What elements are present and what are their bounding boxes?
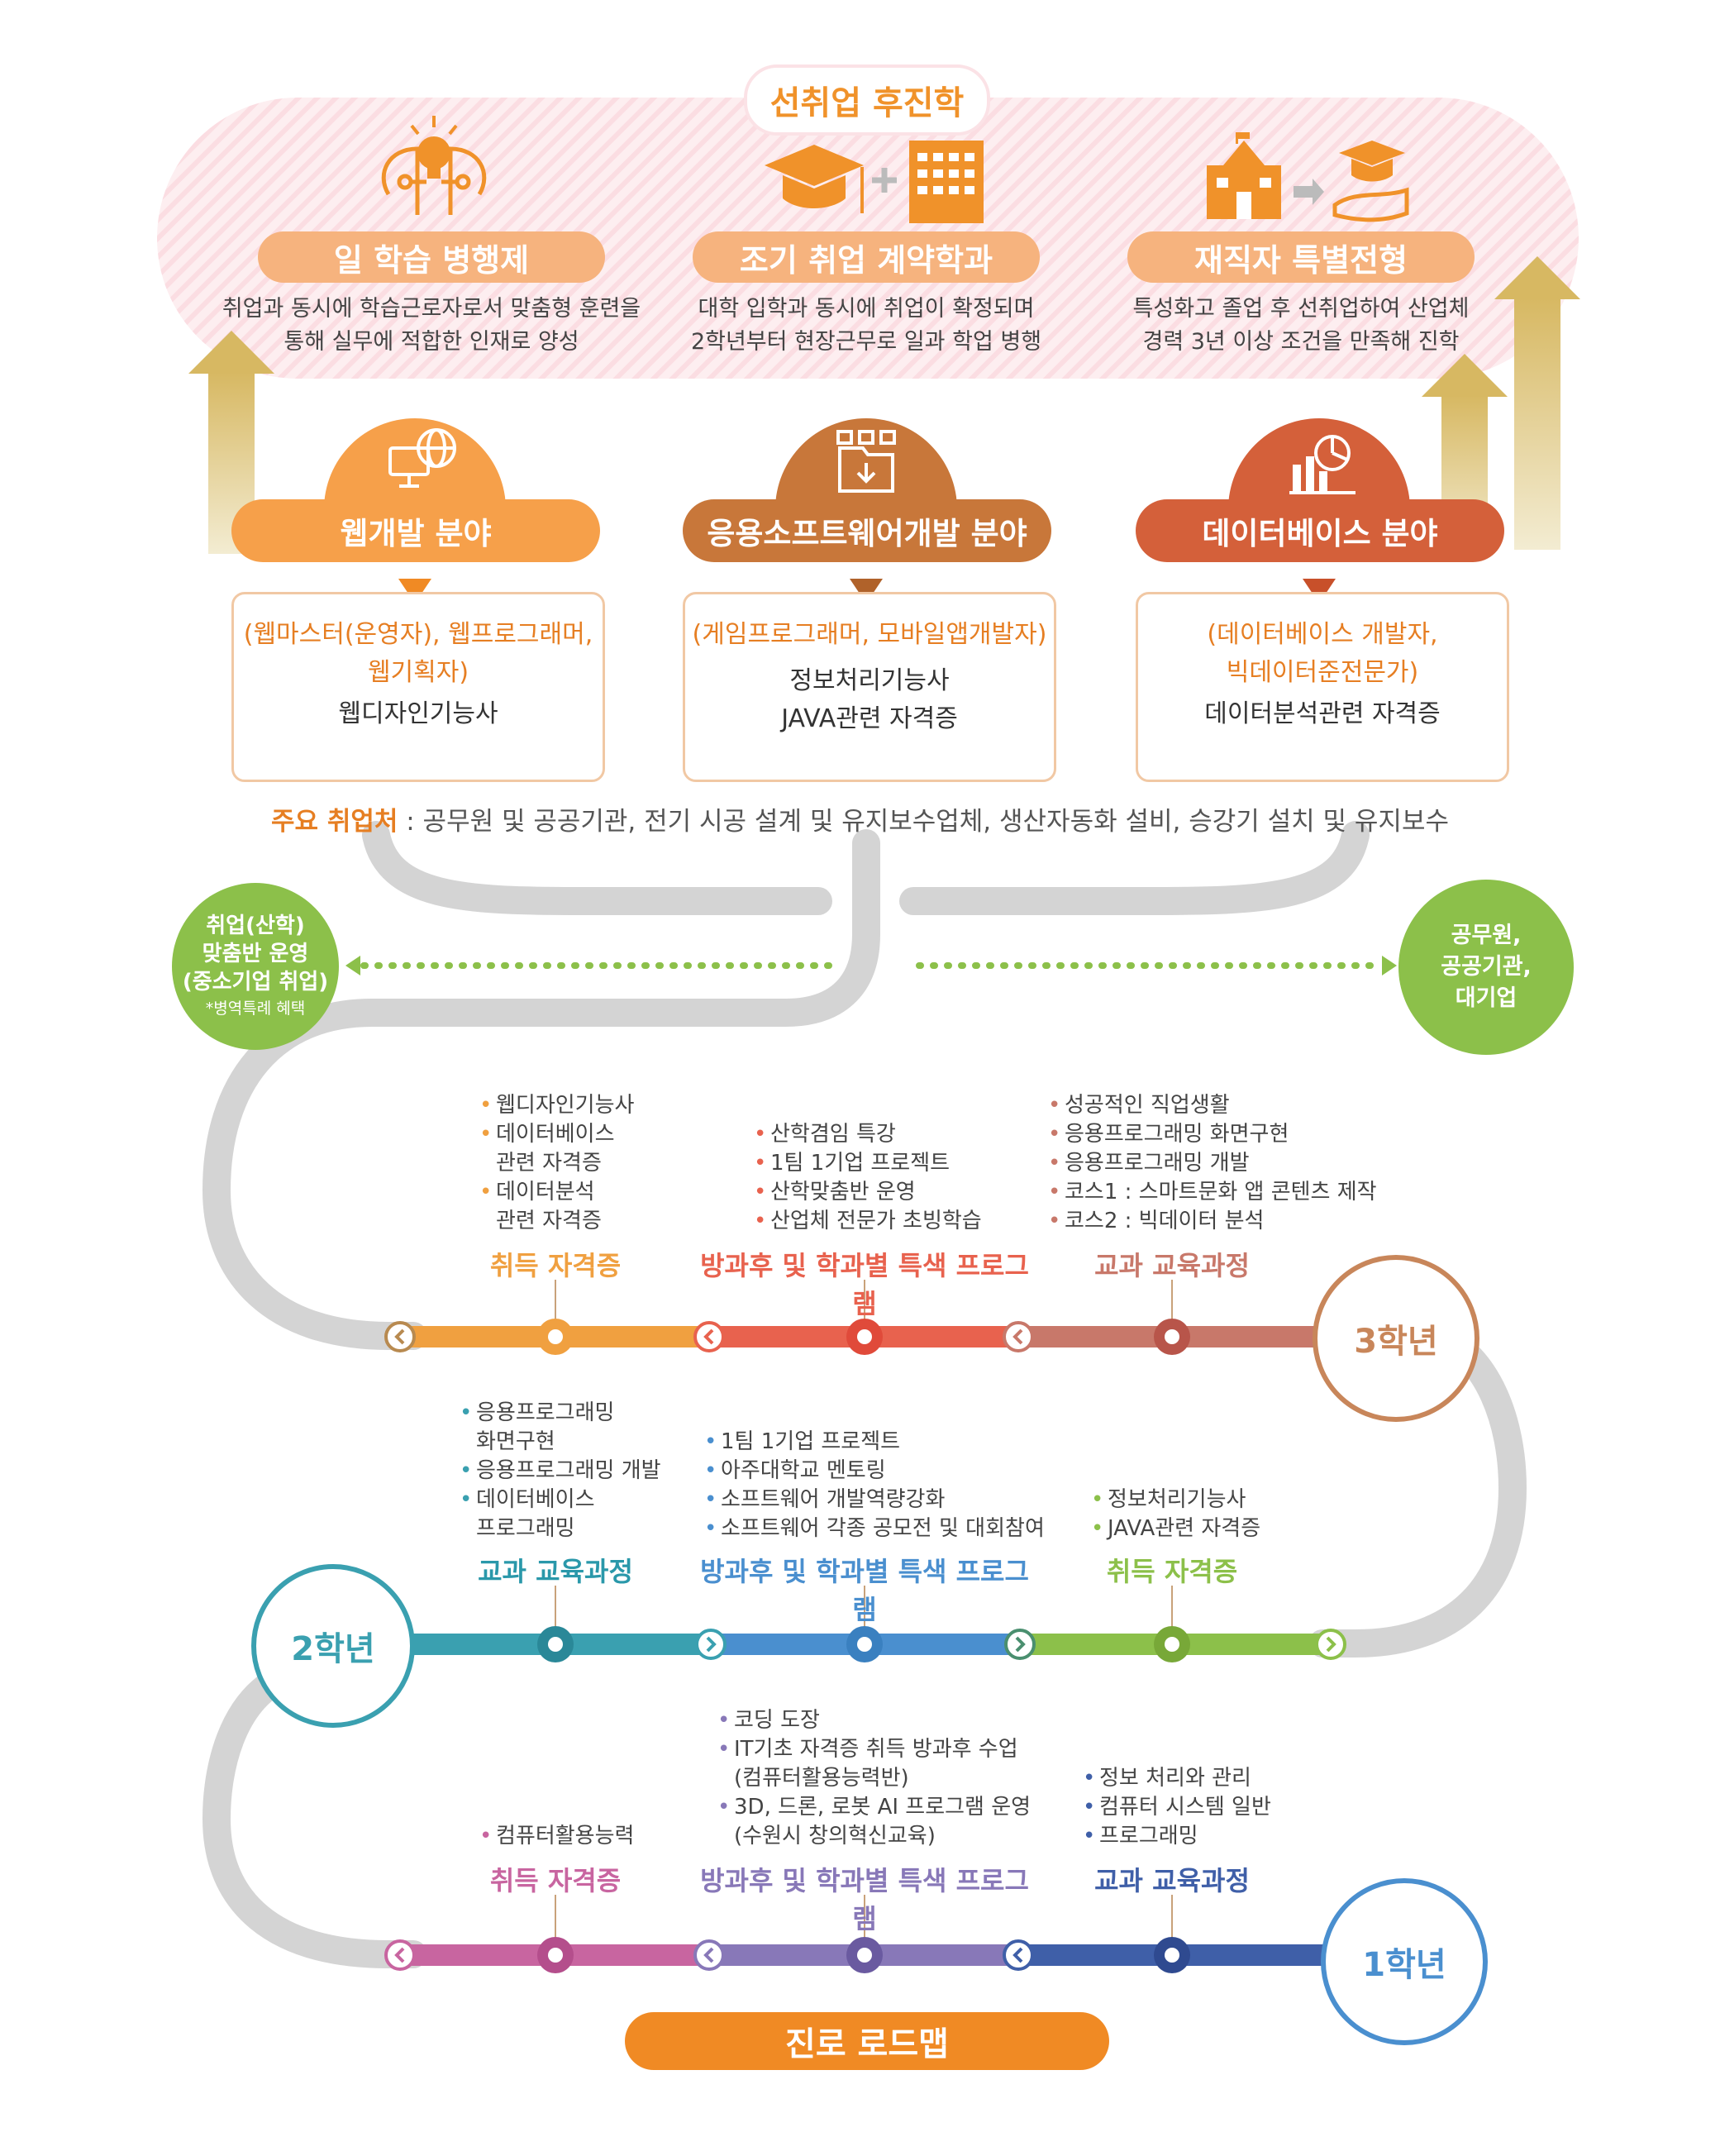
y2-program-list: 1팀 1기업 프로젝트 아주대학교 멘토링 소프트웨어 개발역량강화 소프트웨어… xyxy=(704,1428,1051,1543)
lightbulb-brain-icon xyxy=(381,116,487,215)
box-db: (데이터베이스 개발자, 빅데이터준전문가) 데이터분석관련 자격증 xyxy=(1136,592,1509,782)
desc-early-employment-contract: 대학 입학과 동시에 취업이 확정되며 2학년부터 현장근무로 일과 학업 병행 xyxy=(690,296,1042,355)
y2-cat-cert: 취득 자격증 xyxy=(1106,1556,1238,1587)
circle-industry-employment: 취업(산학) 맞춤반 운영 (중소기업 취업) *병역특례 혜택 xyxy=(172,883,339,1050)
year3-circle: 3학년 xyxy=(1313,1255,1479,1422)
year2-circle: 2학년 xyxy=(251,1564,415,1728)
y3-cat-cert: 취득 자격증 xyxy=(489,1250,622,1281)
desc-work-study: 취업과 동시에 학습근로자로서 맞춤형 훈련을 통해 실무에 적합한 인재로 양성 xyxy=(222,296,641,355)
circle-public-large-company: 공무원, 공공기관, 대기업 xyxy=(1398,880,1574,1055)
label-early-employment-contract: 조기 취업 계약학과 xyxy=(693,231,1040,283)
field-label-db: 데이터베이스 분야 xyxy=(1136,499,1504,562)
triangle-db xyxy=(1303,579,1336,603)
database-chart-icon xyxy=(1289,435,1356,494)
triangle-app xyxy=(850,579,883,603)
funnel-center xyxy=(202,829,880,1350)
box-web: (웹마스터(운영자), 웹프로그래머, 웹기획자) 웹디자인기능사 xyxy=(231,592,605,782)
field-label-web: 웹개발 분야 xyxy=(231,499,600,562)
y3-cat-curriculum: 교과 교육과정 xyxy=(1094,1250,1250,1281)
y1-cat-program: 방과후 및 학과별 특색 프로그램 xyxy=(700,1865,1029,1934)
triangle-web xyxy=(398,579,431,603)
top-title-pill: 선취업 후진학 xyxy=(744,64,990,136)
connector-2-1 xyxy=(202,1664,427,1968)
box-app: (게임프로그래머, 모바일앱개발자) 정보처리기능사 JAVA관련 자격증 xyxy=(683,592,1056,782)
nodes-year2 xyxy=(537,1626,1346,1662)
main-employment-line: 주요 취업처 : 공무원 및 공공기관, 전기 시공 설계 및 유지보수업체, … xyxy=(271,807,1449,837)
y2-cert-list: 정보처리기능사 JAVA관련 자격증 xyxy=(1091,1486,1339,1543)
dotted-left-head xyxy=(345,956,360,975)
field-label-app: 응용소프트웨어개발 분야 xyxy=(683,499,1051,562)
label-incumbent-special-admission: 재직자 특별전형 xyxy=(1127,231,1475,283)
y2-cat-program: 방과후 및 학과별 특색 프로그램 xyxy=(700,1556,1029,1625)
y3-cert-list: 웹디자인기능사 데이터베이스 관련 자격증 데이터분석 관련 자격증 xyxy=(479,1091,727,1236)
connector-3-2 xyxy=(1308,1322,1527,1658)
y2-curriculum-list: 응용프로그래밍 화면구현 응용프로그래밍 개발 데이터베이스 프로그래밍 xyxy=(460,1399,708,1543)
up-arrow-right-2 xyxy=(1494,256,1580,550)
web-globe-monitor-icon xyxy=(388,428,456,488)
dotted-right-head xyxy=(1382,956,1397,975)
y1-cert-list: 컴퓨터활용능력 xyxy=(479,1822,744,1851)
label-work-study: 일 학습 병행제 xyxy=(258,231,605,283)
y3-cat-program: 방과후 및 학과별 특색 프로그램 xyxy=(700,1250,1029,1319)
nodes-year3 xyxy=(384,1319,1190,1355)
app-software-icon xyxy=(836,430,896,493)
y2-cat-curriculum: 교과 교육과정 xyxy=(478,1556,633,1587)
y1-program-list: 코딩 도장 IT기초 자격증 취득 방과후 수업 (컴퓨터활용능력반) 3D, … xyxy=(717,1706,1065,1851)
desc-incumbent-special-admission: 특성화고 졸업 후 선취업하여 산업체 경력 3년 이상 조건을 만족해 진학 xyxy=(1132,296,1470,355)
y3-program-list: 산학겸임 특강 1팀 1기업 프로젝트 산학맞춤반 운영 산업체 전문가 초빙학… xyxy=(754,1120,1068,1236)
y1-curriculum-list: 정보 처리와 관리 컴퓨터 시스템 일반 프로그래밍 xyxy=(1083,1764,1347,1851)
funnel-left xyxy=(362,821,832,915)
y1-cat-cert: 취득 자격증 xyxy=(489,1865,622,1896)
y1-cat-curriculum: 교과 교육과정 xyxy=(1094,1865,1250,1896)
funnel-right xyxy=(899,821,1370,915)
graduation-building-icon xyxy=(765,141,984,223)
school-graduation-hand-icon xyxy=(1207,132,1409,222)
y3-curriculum-list: 성공적인 직업생활 응용프로그래밍 화면구현 응용프로그래밍 개발 코스1 : … xyxy=(1048,1091,1395,1236)
year1-circle: 1학년 xyxy=(1321,1878,1488,2045)
nodes-year1 xyxy=(384,1937,1190,1973)
career-roadmap-pill: 진로 로드맵 xyxy=(625,2012,1109,2070)
